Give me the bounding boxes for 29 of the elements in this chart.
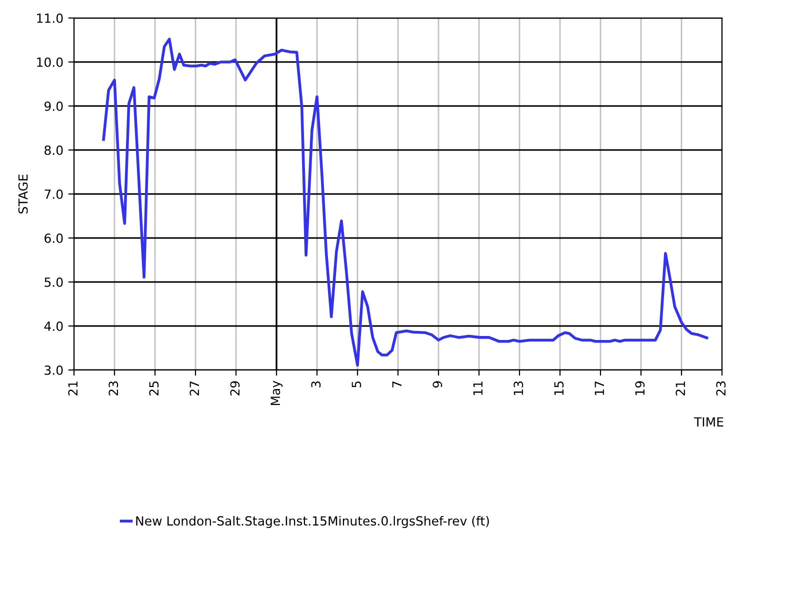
y-tick-label: 11.0 bbox=[37, 13, 63, 23]
x-tick-label: 9 bbox=[432, 381, 442, 388]
x-tick-label: 13 bbox=[514, 381, 524, 395]
x-tick-label: 11 bbox=[473, 382, 482, 395]
x-tick-label: 5 bbox=[352, 382, 362, 388]
x-tick-label: 23 bbox=[108, 381, 118, 396]
y-tick-label: 4.0 bbox=[44, 321, 63, 331]
x-tick-label: 21 bbox=[68, 382, 78, 396]
x-tick-label: 23 bbox=[716, 381, 726, 396]
y-tick-label: 3.0 bbox=[44, 365, 63, 375]
x-tick-label: 3 bbox=[311, 381, 321, 388]
legend-label: New London-Salt.Stage.Inst.15Minutes.0.lrgsShef-rev (ft) bbox=[136, 516, 489, 528]
y-tick-label: 5.0 bbox=[44, 277, 63, 287]
y-tick-label: 9.0 bbox=[44, 101, 63, 111]
x-tick-label: 7 bbox=[392, 381, 402, 388]
y-tick-label: 7.0 bbox=[44, 189, 63, 199]
y-tick-label: 8.0 bbox=[44, 145, 63, 155]
x-tick-label: 25 bbox=[149, 382, 159, 396]
x-axis-title: TIME bbox=[694, 417, 724, 426]
x-tick-label: 27 bbox=[190, 381, 199, 396]
y-axis-title: STAGE bbox=[18, 174, 28, 214]
y-tick-label: 6.0 bbox=[44, 233, 63, 243]
x-tick-label: May bbox=[270, 380, 283, 406]
y-tick-label: 10.0 bbox=[37, 57, 63, 67]
x-tick-label: 15 bbox=[554, 382, 564, 395]
x-tick-label: 17 bbox=[594, 381, 604, 395]
x-tick-label: 21 bbox=[676, 382, 685, 396]
x-tick-label: 19 bbox=[635, 381, 645, 395]
x-tick-label: 29 bbox=[230, 381, 240, 396]
